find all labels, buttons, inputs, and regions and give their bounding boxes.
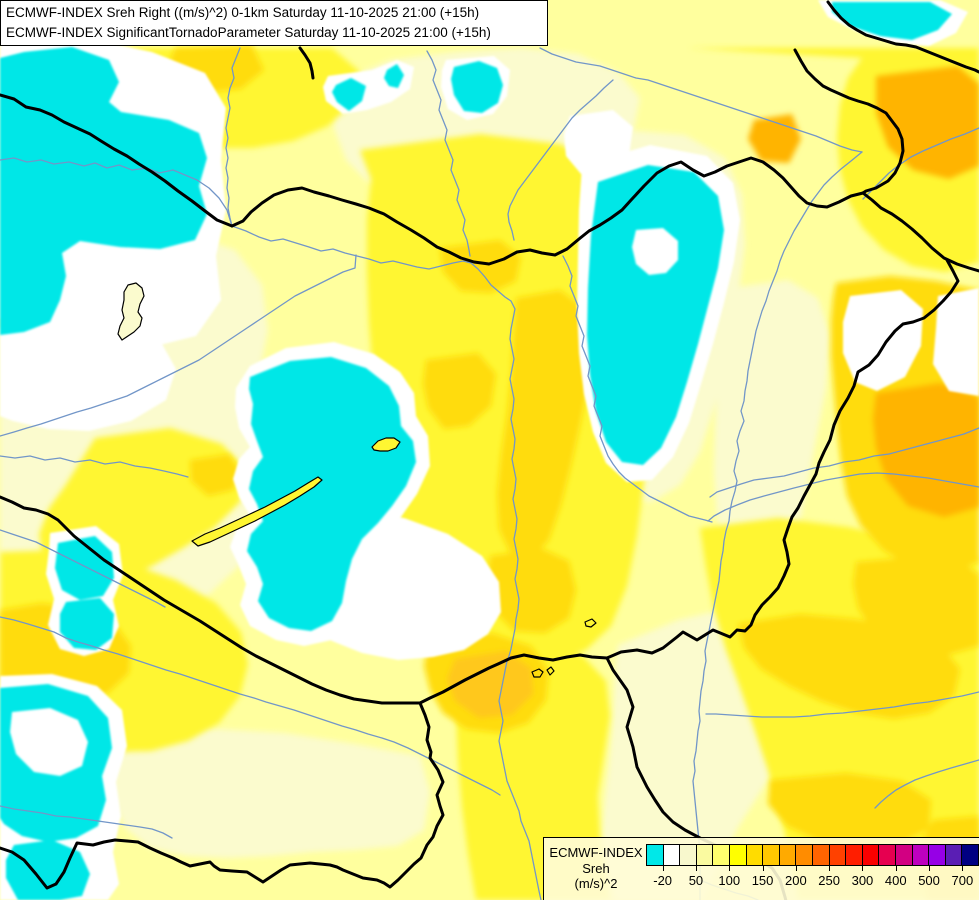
small-lake-1	[531, 668, 544, 678]
legend-color-cell	[845, 844, 863, 866]
legend-tick-label: 500	[918, 873, 940, 888]
border-romania	[605, 258, 960, 660]
legend-color-cell	[712, 844, 730, 866]
legend-units: (m/s)^2	[574, 876, 618, 891]
legend-tick-mark	[862, 866, 864, 871]
legend-tick-label: 400	[884, 873, 907, 888]
legend-tick-label: 100	[718, 873, 741, 888]
lake-balaton	[191, 476, 323, 547]
cyan-regions	[0, 2, 952, 900]
legend-tick-label: 300	[851, 873, 874, 888]
rivers	[0, 47, 979, 900]
legend-tick-label: 700	[951, 873, 974, 888]
legend-color-cell	[745, 844, 764, 866]
legend-color-cell	[878, 844, 896, 866]
legend-color-cell	[778, 844, 797, 866]
lakes	[117, 282, 597, 678]
white-holes	[10, 228, 678, 776]
title-line-2: ECMWF-INDEX SignificantTornadoParameter …	[6, 24, 491, 40]
legend-tick-label: 150	[751, 873, 774, 888]
legend-color-cell	[911, 844, 930, 866]
legend-color-cell	[944, 844, 963, 866]
legend-color-cell	[646, 844, 664, 866]
legend-color-cell	[961, 844, 979, 866]
small-lake-2	[546, 666, 555, 676]
border-stub-north	[298, 46, 315, 80]
border-serbia-south	[0, 653, 609, 890]
border-north-slovakia	[230, 156, 865, 266]
legend-parameter: Sreh	[582, 860, 610, 876]
title-line-1: ECMWF-INDEX Sreh Right ((m/s)^2) 0-1km S…	[6, 5, 480, 20]
lake-ferto	[117, 282, 145, 341]
legend-tick-mark	[895, 866, 897, 871]
deep-gold-regions	[447, 651, 533, 718]
legend-color-cell	[695, 844, 714, 866]
legend-color-cell	[728, 844, 747, 866]
legend-tick-mark	[962, 866, 964, 871]
border-northwest	[0, 93, 234, 228]
border-northeast-corner	[826, 0, 979, 74]
legend-color-cell	[861, 844, 880, 866]
legend-color-cell	[679, 844, 697, 866]
legend-tick-label: 50	[688, 873, 704, 888]
legend-title: ECMWF-INDEX	[549, 845, 643, 860]
legend-colorbar	[646, 844, 979, 866]
legend-tick-label: 250	[818, 873, 840, 888]
border-east-exit	[861, 191, 979, 273]
border-croatia-slovenia	[0, 495, 422, 705]
legend-tick-label: -20	[653, 873, 673, 888]
legend-tick-mark	[729, 866, 731, 871]
legend-color-cell	[828, 844, 847, 866]
legend-box: ECMWF-INDEX Sreh (m/s)^2 -20 50 100 150 200 2…	[543, 837, 979, 900]
legend-label: ECMWF-INDEX Sreh (m/s)^2	[548, 845, 644, 892]
border-ukraine	[793, 48, 905, 195]
legend-tick-mark	[929, 866, 931, 871]
legend-tick-mark	[762, 866, 764, 871]
legend-tick-mark	[662, 866, 664, 871]
small-lake-3	[584, 618, 597, 628]
lake-velence	[371, 437, 401, 452]
legend-tick-label: 200	[784, 873, 807, 888]
legend-color-cell	[811, 844, 830, 866]
legend-tick-area: -20 50 100 150 200 250 300 400 500 700	[646, 866, 979, 900]
legend-color-cell	[762, 844, 780, 866]
legend-color-cell	[795, 844, 813, 866]
legend-tick-mark	[695, 866, 697, 871]
legend-tick-mark	[795, 866, 797, 871]
legend-color-cell	[894, 844, 913, 866]
legend-tick-mark	[829, 866, 831, 871]
legend-color-cell	[928, 844, 946, 866]
title-box: ECMWF-INDEX Sreh Right ((m/s)^2) 0-1km S…	[0, 0, 548, 46]
legend-color-cell	[662, 844, 681, 866]
